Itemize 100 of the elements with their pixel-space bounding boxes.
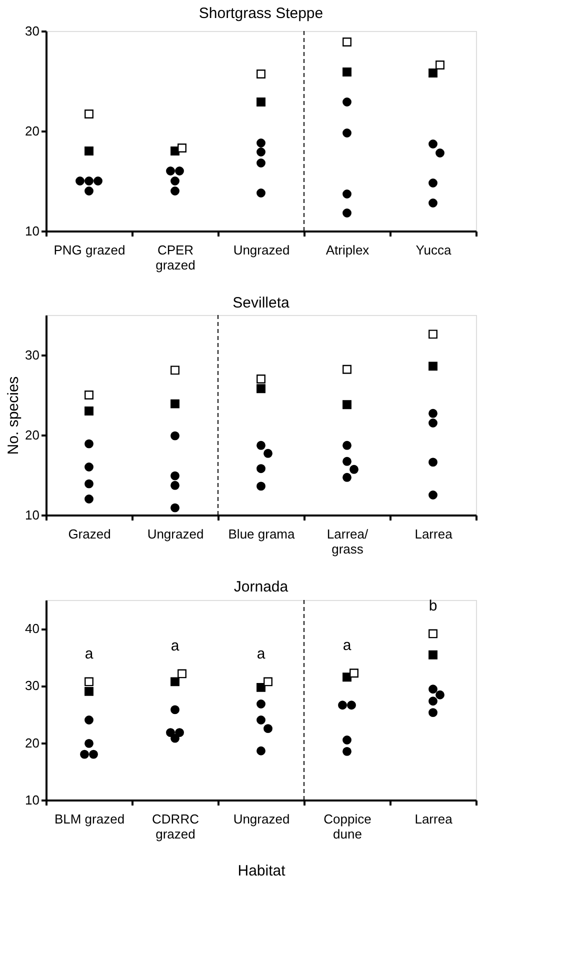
point: [428, 178, 438, 188]
point: [256, 98, 266, 106]
point: [256, 440, 266, 450]
point: [342, 672, 352, 682]
point: [342, 128, 352, 138]
point: [84, 716, 94, 724]
point: [170, 399, 180, 408]
x-tick-label: Coppice dune: [324, 812, 372, 842]
point: [170, 431, 180, 440]
x-tick-label: Larrea/ grass: [326, 526, 368, 556]
chart-title: Jornada: [234, 578, 289, 596]
point: [428, 198, 438, 208]
point: [256, 374, 266, 384]
point: [170, 677, 180, 686]
point: [84, 176, 94, 186]
point: [84, 494, 94, 504]
point: [170, 186, 180, 196]
point: [84, 439, 94, 448]
annotation: a: [256, 646, 266, 663]
y-tick-label: 10: [25, 792, 40, 808]
x-axis-title: Habitat: [238, 862, 286, 880]
chart-title: Sevilleta: [232, 294, 290, 312]
point: [342, 472, 352, 482]
point: [84, 462, 94, 472]
point: [170, 176, 180, 186]
y-tick-label: 10: [25, 224, 40, 238]
y-tick-label: 20: [25, 124, 40, 138]
point: [256, 158, 266, 168]
x-tick-label: Blue grama: [228, 526, 296, 542]
point: [342, 364, 352, 374]
point: [428, 629, 438, 638]
x-tick-label: Yucca: [416, 242, 452, 258]
y-tick-label: 40: [25, 621, 40, 636]
point: [84, 186, 94, 196]
x-tick-label: Grazed: [68, 526, 111, 542]
y-tick-label: 30: [25, 24, 40, 38]
point: [256, 746, 266, 756]
point: [428, 330, 438, 339]
point: [84, 110, 94, 118]
point: [84, 686, 94, 696]
x-tick-label: PNG grazed: [54, 242, 126, 258]
annotation: a: [84, 646, 94, 663]
point: [428, 140, 438, 148]
x-tick-label: Ungrazed: [147, 526, 204, 542]
point: [342, 456, 352, 466]
point: [428, 696, 438, 706]
point: [84, 406, 94, 416]
point: [428, 650, 438, 660]
point: [256, 384, 266, 394]
point: [342, 400, 352, 410]
point: [170, 480, 180, 490]
point: [342, 440, 352, 450]
point: [170, 734, 180, 743]
point: [256, 464, 266, 474]
point: [84, 677, 94, 686]
point: [256, 148, 266, 156]
point: [170, 705, 180, 714]
point: [428, 418, 438, 428]
point: [428, 490, 438, 500]
point: [342, 38, 352, 46]
point: [84, 390, 94, 400]
point: [84, 738, 94, 748]
x-tick-label: Larrea: [414, 812, 454, 826]
point: [428, 68, 438, 78]
y-tick-label: 20: [25, 428, 40, 442]
point: [256, 716, 266, 724]
annotation: a: [170, 638, 180, 655]
point: [342, 68, 352, 76]
point: [256, 138, 266, 148]
x-tick-label: CDRRC grazed: [152, 812, 199, 842]
x-tick-label: BLM grazed: [54, 812, 125, 826]
point: [428, 458, 438, 467]
point: [170, 503, 180, 512]
point: [170, 366, 180, 375]
point: [256, 700, 266, 708]
x-tick-label: CPER grazed: [156, 242, 196, 272]
y-tick-label: 30: [25, 678, 40, 694]
point: [256, 188, 266, 198]
point: [256, 482, 266, 491]
annotation: a: [342, 637, 352, 654]
point: [256, 682, 266, 692]
point: [428, 684, 438, 694]
point: [428, 408, 438, 418]
x-tick-label: Ungrazed: [233, 812, 290, 826]
point: [428, 708, 438, 718]
point: [342, 98, 352, 106]
x-tick-label: Atriplex: [326, 242, 370, 258]
point: [256, 70, 266, 78]
y-tick-label: 20: [25, 735, 40, 750]
point: [428, 362, 438, 371]
point: [342, 190, 352, 198]
point: [342, 746, 352, 756]
point: [342, 208, 352, 218]
y-axis-title: No. species: [5, 376, 22, 455]
x-tick-label: Ungrazed: [233, 242, 290, 258]
point: [342, 736, 352, 744]
chart-title: Shortgrass Steppe: [198, 5, 324, 22]
point: [84, 479, 94, 488]
y-tick-label: 30: [25, 348, 40, 362]
x-tick-label: Larrea: [414, 526, 454, 542]
